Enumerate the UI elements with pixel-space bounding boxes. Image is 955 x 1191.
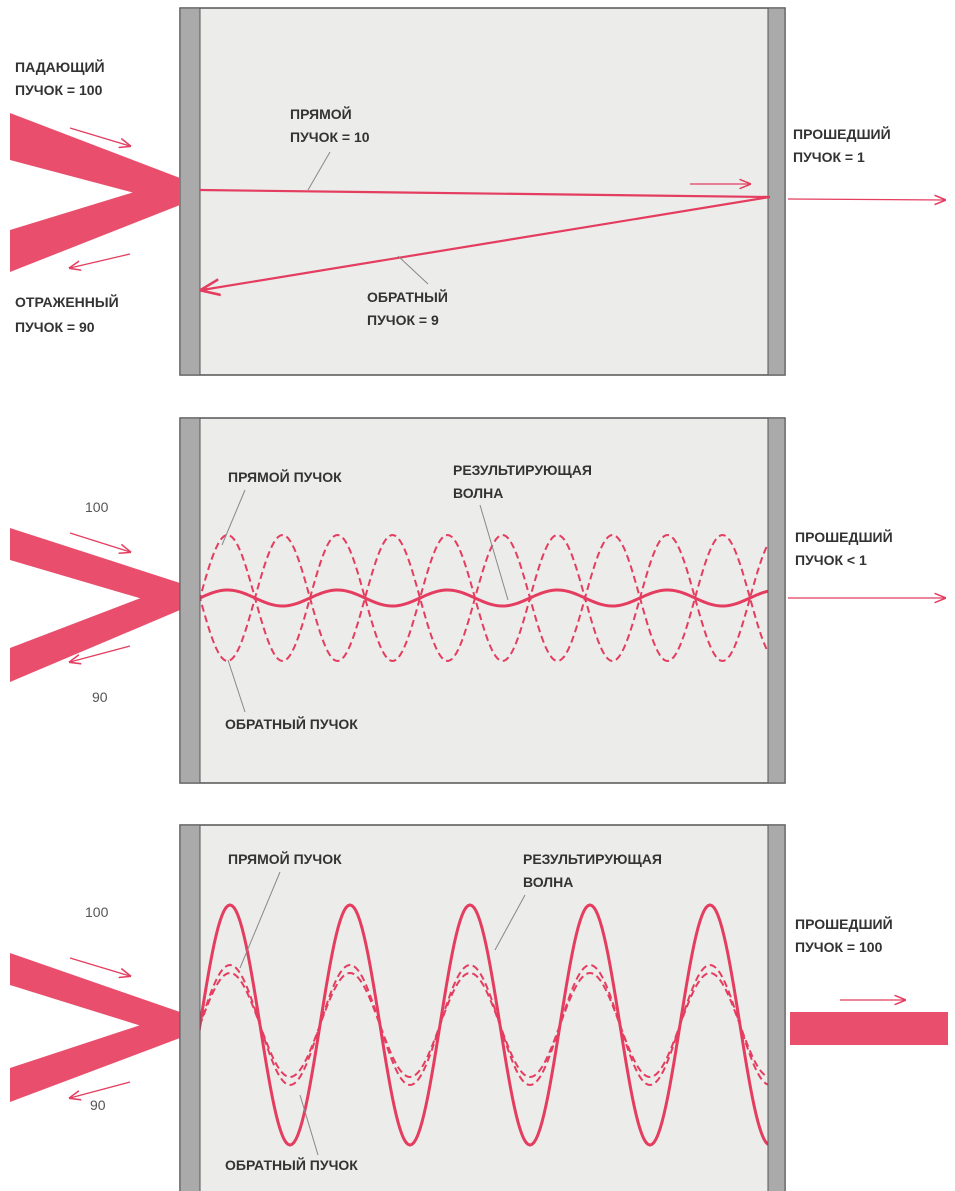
label: ПУЧОК = 9 — [367, 312, 439, 328]
label: ПУЧОК = 10 — [290, 129, 370, 145]
reflected-beam — [10, 178, 180, 272]
transmitted-beam — [790, 1012, 948, 1045]
label: ПРОШЕДШИЙ — [795, 528, 893, 545]
label: ПУЧОК = 100 — [15, 82, 103, 98]
label: РЕЗУЛЬТИРУЮЩАЯ — [453, 462, 592, 478]
mirror — [180, 825, 200, 1191]
panel-3: 100 90 ПРЯМОЙ ПУЧОК РЕЗУЛЬТИРУЮЩАЯ ВОЛНА… — [10, 825, 948, 1191]
label: ПУЧОК = 1 — [793, 149, 865, 165]
mirror — [768, 418, 785, 783]
mirror — [768, 825, 785, 1191]
label: ОБРАТНЫЙ — [367, 288, 448, 305]
reflected-beam — [10, 583, 180, 682]
arrow — [70, 1082, 130, 1098]
label: РЕЗУЛЬТИРУЮЩАЯ — [523, 851, 662, 867]
label: ПРЯМОЙ ПУЧОК — [228, 468, 342, 485]
label: ОТРАЖЕННЫЙ — [15, 293, 119, 310]
label: ПУЧОК < 1 — [795, 552, 867, 568]
mirror — [180, 418, 200, 783]
arrow — [70, 958, 130, 976]
label: ПРЯМОЙ — [290, 105, 352, 122]
label: ВОЛНА — [453, 485, 503, 501]
panel-1: ПАДАЮЩИЙ ПУЧОК = 100 ПРЯМОЙ ПУЧОК = 10 П… — [10, 8, 945, 375]
diagram: ПАДАЮЩИЙ ПУЧОК = 100 ПРЯМОЙ ПУЧОК = 10 П… — [0, 0, 955, 1191]
label: ОБРАТНЫЙ ПУЧОК — [225, 715, 358, 732]
label: ПРЯМОЙ ПУЧОК — [228, 850, 342, 867]
label: 90 — [92, 689, 108, 705]
label: ОБРАТНЫЙ ПУЧОК — [225, 1156, 358, 1173]
label: ПУЧОК = 90 — [15, 319, 95, 335]
label: ПРОШЕДШИЙ — [795, 915, 893, 932]
mirror — [180, 8, 200, 375]
panel-2: 100 90 ПРЯМОЙ ПУЧОК РЕЗУЛЬТИРУЮЩАЯ ВОЛНА… — [10, 418, 945, 783]
arrow — [70, 533, 130, 552]
label: 90 — [90, 1097, 106, 1113]
label: ВОЛНА — [523, 874, 573, 890]
reflected-beam — [10, 1012, 180, 1102]
mirror — [768, 8, 785, 375]
label: ПАДАЮЩИЙ — [15, 58, 105, 75]
cavity — [180, 825, 785, 1191]
label: 100 — [85, 904, 109, 920]
arrow — [70, 254, 130, 268]
label: ПРОШЕДШИЙ — [793, 125, 891, 142]
transmitted-ray — [788, 199, 945, 200]
label: 100 — [85, 499, 109, 515]
label: ПУЧОК = 100 — [795, 939, 883, 955]
